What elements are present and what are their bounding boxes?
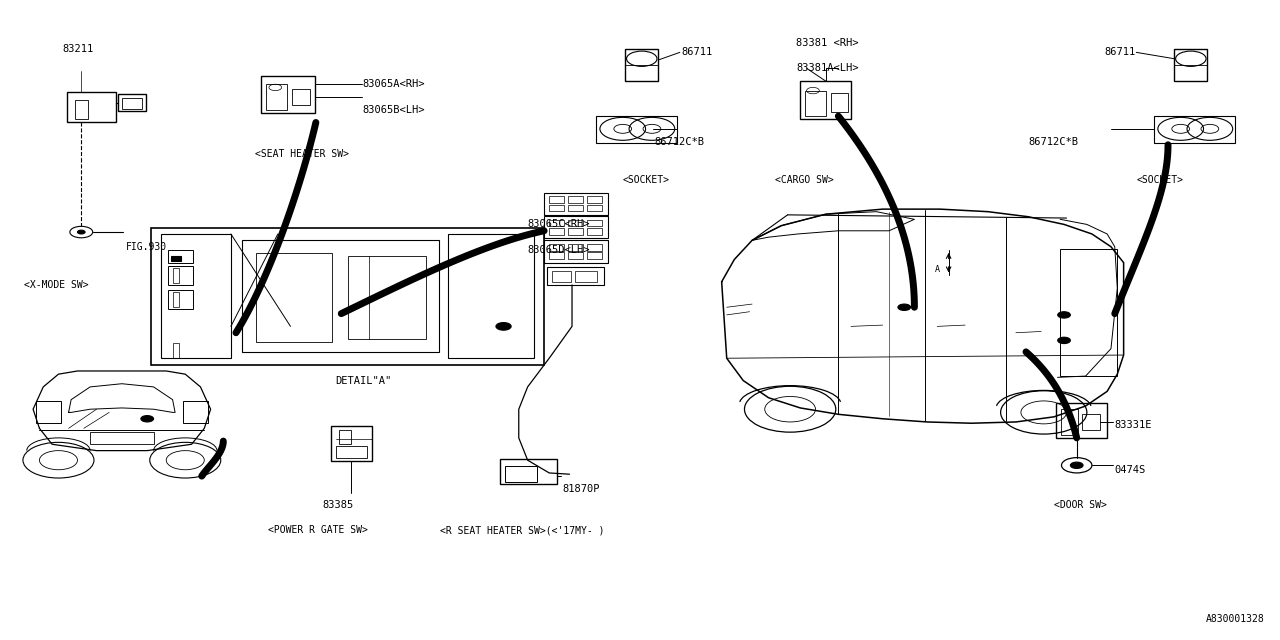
Bar <box>549 205 564 211</box>
Bar <box>1060 248 1117 376</box>
Text: 83385: 83385 <box>323 500 353 510</box>
Circle shape <box>141 415 154 422</box>
Bar <box>544 193 608 215</box>
Bar <box>805 91 826 116</box>
Text: A: A <box>934 265 940 274</box>
Text: 86711: 86711 <box>681 47 713 58</box>
Text: DETAIL"A": DETAIL"A" <box>335 376 392 385</box>
Bar <box>173 268 179 283</box>
Bar <box>168 266 193 285</box>
Bar <box>256 253 333 342</box>
Bar <box>172 255 182 260</box>
Bar <box>122 98 142 109</box>
Circle shape <box>1057 337 1070 344</box>
Bar <box>76 100 87 119</box>
Bar <box>800 81 851 119</box>
Text: <DOOR SW>: <DOOR SW> <box>1053 500 1107 510</box>
Bar <box>348 256 426 339</box>
Bar <box>1155 116 1235 143</box>
Text: <CARGO SW>: <CARGO SW> <box>774 175 833 185</box>
Text: 0474S: 0474S <box>1115 465 1146 475</box>
Circle shape <box>78 230 84 234</box>
Bar <box>332 426 371 461</box>
Bar <box>504 466 536 482</box>
Bar <box>68 92 115 122</box>
Text: <POWER R GATE SW>: <POWER R GATE SW> <box>268 525 367 535</box>
Bar <box>568 196 584 203</box>
Text: 86712C*B: 86712C*B <box>1029 136 1079 147</box>
Bar <box>568 205 584 211</box>
Bar <box>596 116 677 143</box>
Bar <box>168 290 193 309</box>
Bar <box>588 196 603 203</box>
Bar <box>448 234 534 358</box>
Bar <box>118 95 146 111</box>
Bar <box>552 271 571 282</box>
Text: A830001328: A830001328 <box>1206 614 1265 625</box>
Bar <box>168 250 193 262</box>
Bar <box>1174 49 1207 81</box>
Bar <box>266 84 287 109</box>
Bar <box>261 76 315 113</box>
Text: FIG.930: FIG.930 <box>125 242 166 252</box>
Circle shape <box>1070 462 1083 468</box>
Bar <box>549 228 564 235</box>
Text: <SOCKET>: <SOCKET> <box>1137 175 1183 185</box>
Text: 83381 <RH>: 83381 <RH> <box>796 38 859 48</box>
Text: 81870P: 81870P <box>562 484 599 494</box>
Bar <box>173 292 179 307</box>
Text: 83331E: 83331E <box>1115 420 1152 430</box>
Bar <box>173 343 179 358</box>
Circle shape <box>495 323 511 330</box>
Bar <box>549 196 564 203</box>
Text: 83065D<LH>: 83065D<LH> <box>527 245 590 255</box>
Bar <box>499 459 557 484</box>
Bar <box>831 93 849 111</box>
Bar <box>1061 409 1078 435</box>
Bar <box>588 205 603 211</box>
Bar <box>292 90 310 105</box>
Bar <box>90 431 154 444</box>
Bar <box>588 220 603 227</box>
Circle shape <box>897 304 910 310</box>
Text: 83381A<LH>: 83381A<LH> <box>796 63 859 74</box>
Bar <box>568 244 584 250</box>
Bar <box>1056 403 1107 438</box>
Bar <box>161 234 230 358</box>
Text: 83065C<RH>: 83065C<RH> <box>527 220 590 229</box>
Bar <box>575 271 598 282</box>
Bar <box>339 429 352 444</box>
Bar <box>547 267 604 285</box>
Bar <box>1082 413 1100 429</box>
Bar <box>544 216 608 239</box>
Text: <SEAT HEATER SW>: <SEAT HEATER SW> <box>255 149 349 159</box>
Bar <box>588 228 603 235</box>
Text: <SOCKET>: <SOCKET> <box>623 175 669 185</box>
Bar <box>588 244 603 250</box>
Text: <X-MODE SW>: <X-MODE SW> <box>24 280 88 290</box>
Bar <box>549 220 564 227</box>
Bar <box>568 252 584 259</box>
Bar <box>544 241 608 262</box>
Bar <box>242 241 439 352</box>
Bar <box>568 220 584 227</box>
Bar <box>626 49 658 81</box>
Text: 86712C*B: 86712C*B <box>654 136 704 147</box>
Text: 83065B<LH>: 83065B<LH> <box>362 105 425 115</box>
Bar <box>568 228 584 235</box>
Text: 86711: 86711 <box>1105 47 1135 58</box>
Bar <box>588 252 603 259</box>
Text: 83065A<RH>: 83065A<RH> <box>362 79 425 89</box>
Circle shape <box>1057 312 1070 318</box>
Bar <box>151 228 544 365</box>
Text: <R SEAT HEATER SW>(<'17MY- ): <R SEAT HEATER SW>(<'17MY- ) <box>440 525 604 535</box>
Bar <box>549 244 564 250</box>
Text: 83211: 83211 <box>63 44 93 54</box>
Bar <box>337 446 366 458</box>
Bar <box>183 401 209 423</box>
Bar <box>549 252 564 259</box>
Bar <box>36 401 61 423</box>
